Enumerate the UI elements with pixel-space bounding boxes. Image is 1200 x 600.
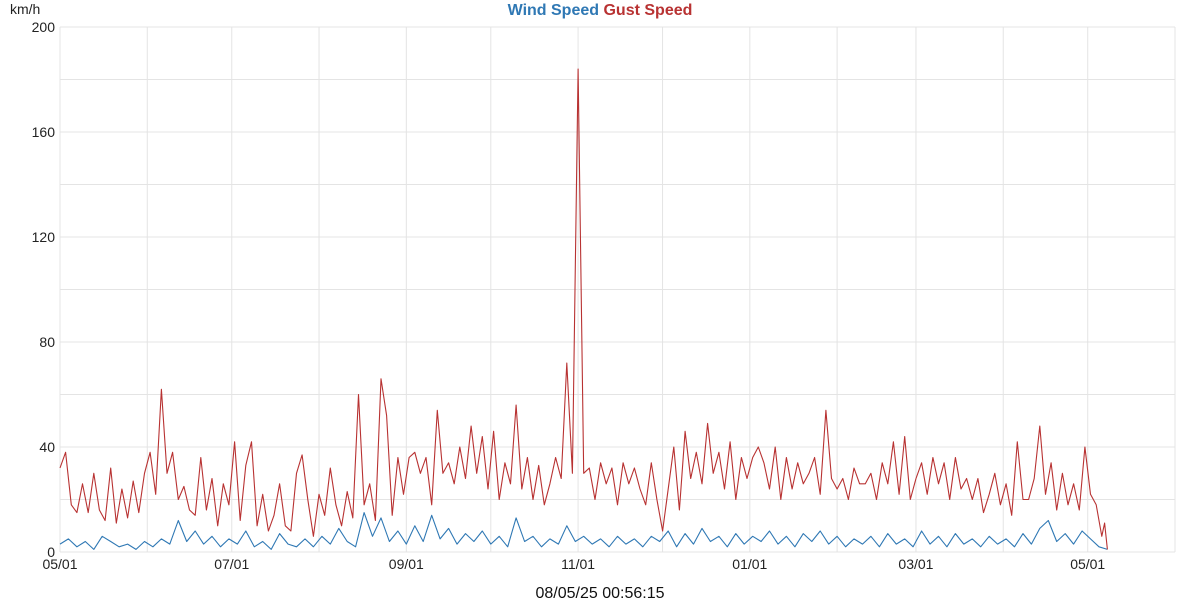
x-tick-label: 05/01 (1070, 556, 1105, 572)
y-tick-label: 160 (32, 124, 56, 140)
y-axis-label: km/h (10, 1, 40, 17)
x-tick-label: 11/01 (561, 556, 595, 572)
legend-wind-speed: Wind Speed (508, 2, 599, 19)
x-tick-label: 07/01 (214, 556, 249, 572)
y-tick-label: 0 (47, 544, 55, 560)
x-tick-label: 01/01 (732, 556, 767, 572)
data-series (59, 68, 1108, 550)
x-axis-ticks: 05/01 07/01 09/01 11/01 01/01 03/01 05/01 (42, 556, 1105, 572)
legend: Wind Speed Gust Speed (508, 2, 693, 19)
y-tick-label: 40 (39, 439, 55, 455)
x-tick-label: 03/01 (898, 556, 933, 572)
x-tick-label: 05/01 (42, 556, 77, 572)
grid-lines (59, 26, 1176, 553)
timestamp: 08/05/25 00:56:15 (535, 585, 664, 600)
x-tick-label: 09/01 (389, 556, 424, 572)
y-axis-ticks: 0 40 80 120 160 200 (32, 19, 56, 560)
series-line-wind-speed (59, 512, 1108, 550)
series-line-gust-speed (59, 68, 1108, 550)
y-tick-label: 200 (32, 19, 56, 35)
y-tick-label: 120 (32, 229, 56, 245)
legend-gust-speed: Gust Speed (603, 2, 692, 19)
y-tick-label: 80 (39, 334, 55, 350)
